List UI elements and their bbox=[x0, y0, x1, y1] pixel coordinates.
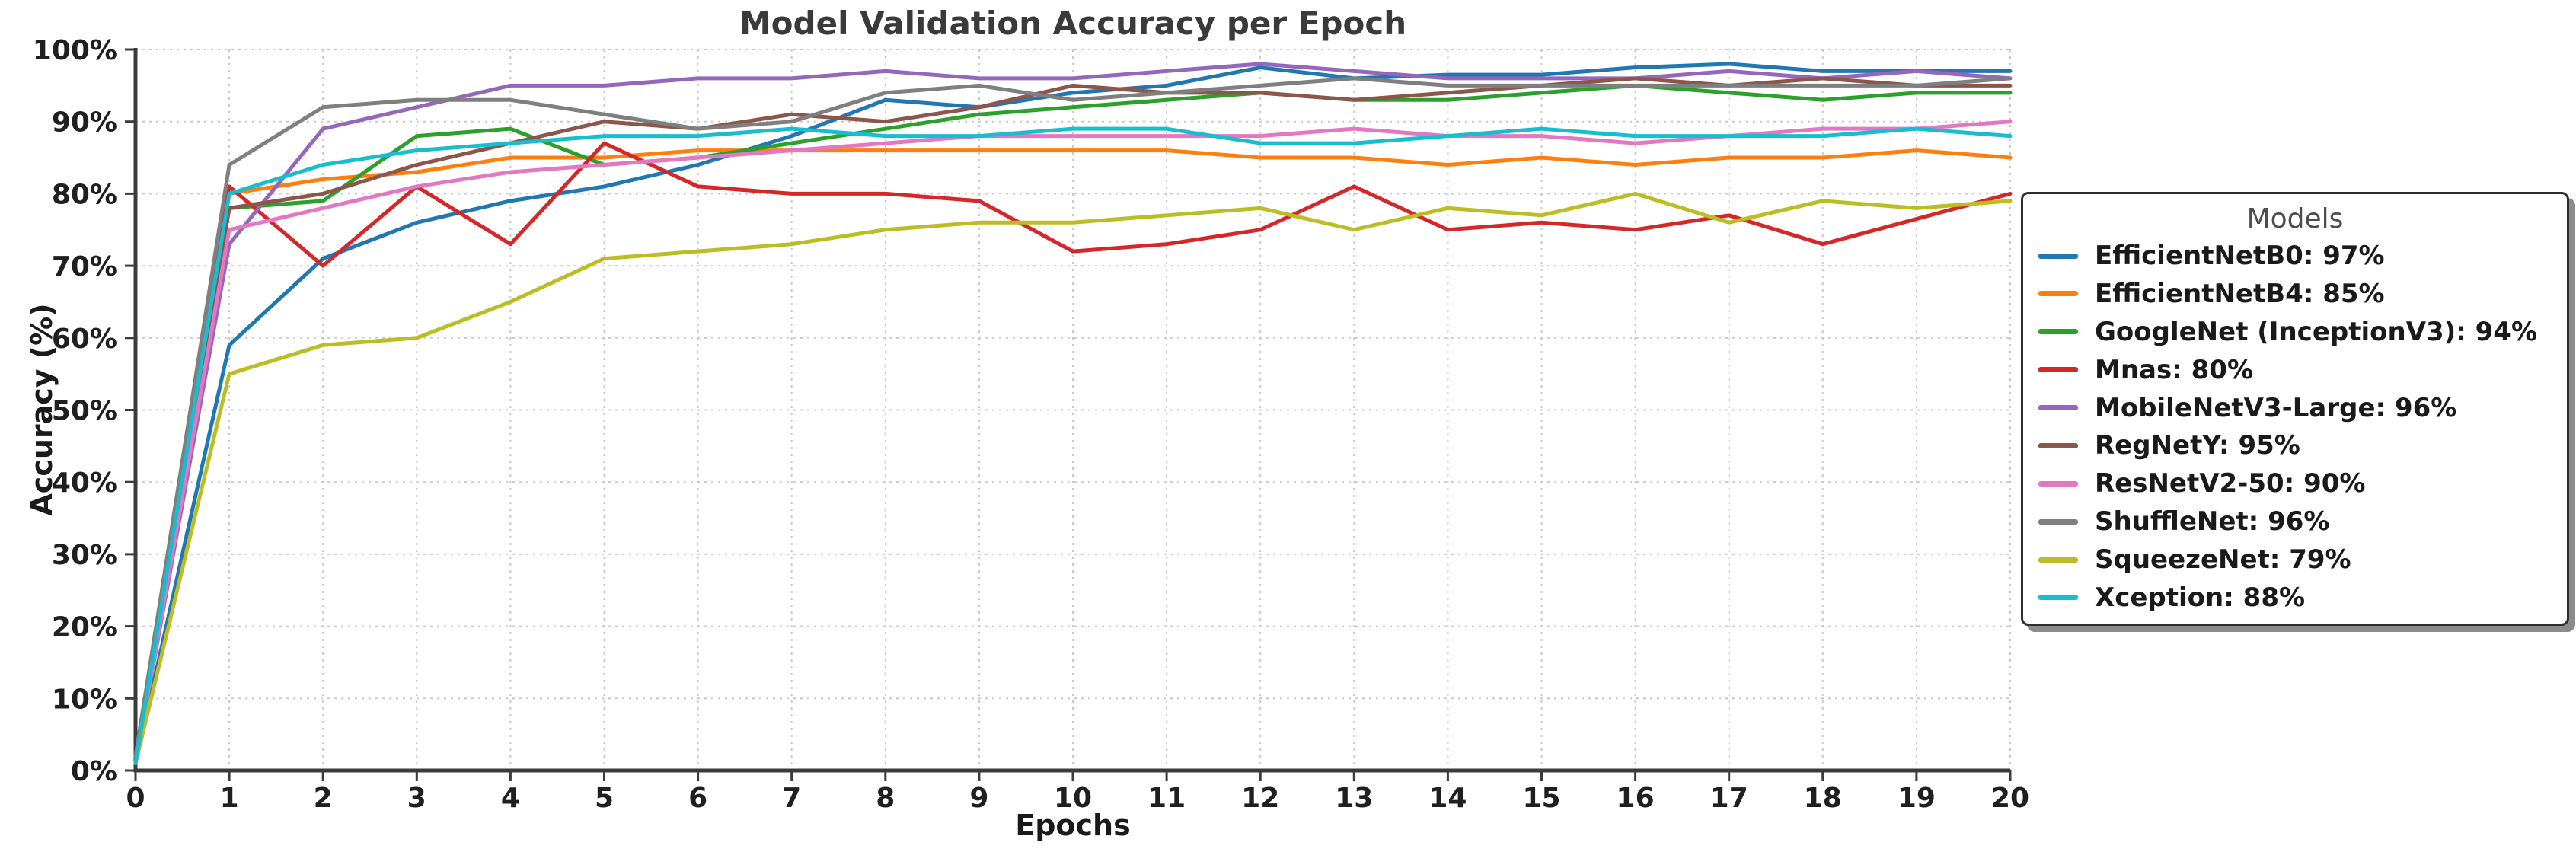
legend-item-label: EfficientNetB0: 97% bbox=[2095, 241, 2385, 271]
chart-title: Model Validation Accuracy per Epoch bbox=[739, 5, 1407, 42]
x-tick-label-1: 1 bbox=[220, 783, 239, 814]
series-line-ShuffleNet bbox=[133, 76, 2013, 758]
legend-item-ShuffleNet: ShuffleNet: 96% bbox=[2038, 506, 2552, 537]
series-lines bbox=[133, 62, 2013, 766]
legend-item-GoogleNet (InceptionV3): GoogleNet (InceptionV3): 94% bbox=[2038, 317, 2552, 347]
x-tick-label-10: 10 bbox=[1054, 783, 1092, 814]
legend-item-label: ShuffleNet: 96% bbox=[2095, 506, 2330, 538]
legend-item-label: EfficientNetB4: 85% bbox=[2095, 278, 2385, 309]
legend-swatch-EfficientNetB0 bbox=[2038, 253, 2078, 259]
y-tick-label-90%: 90% bbox=[52, 107, 117, 139]
y-tick-label-100%: 100% bbox=[33, 35, 117, 66]
x-tick-label-6: 6 bbox=[688, 783, 707, 814]
x-tick-label-15: 15 bbox=[1522, 783, 1560, 814]
y-tick-label-70%: 70% bbox=[52, 251, 117, 282]
y-tick-label-50%: 50% bbox=[52, 396, 117, 427]
legend-swatch-RegNetY bbox=[2038, 442, 2078, 448]
x-tick-label-0: 0 bbox=[126, 783, 145, 814]
series-line-Xception bbox=[133, 126, 2013, 766]
y-tick-label-60%: 60% bbox=[52, 324, 117, 355]
x-tick-label-20: 20 bbox=[1991, 783, 2029, 814]
legend-swatch-Mnas bbox=[2038, 367, 2078, 373]
legend-swatch-ResNetV2-50 bbox=[2038, 480, 2078, 487]
legend-title: Models bbox=[2246, 203, 2344, 234]
y-axis-label: Accuracy (%) bbox=[25, 303, 59, 516]
legend-item-SqueezeNet: SqueezeNet: 79% bbox=[2038, 544, 2552, 575]
x-tick-label-19: 19 bbox=[1898, 783, 1936, 814]
x-tick-label-8: 8 bbox=[876, 783, 895, 814]
series-line-GoogleNet (InceptionV3) bbox=[133, 83, 2013, 766]
legend-item-ResNetV2-50: ResNetV2-50: 90% bbox=[2038, 468, 2552, 499]
legend-item-EfficientNetB4: EfficientNetB4: 85% bbox=[2038, 279, 2552, 309]
legend-swatch-SqueezeNet bbox=[2038, 557, 2078, 563]
y-tick-label-20%: 20% bbox=[52, 612, 117, 643]
x-tick-label-9: 9 bbox=[969, 783, 988, 814]
legend-item-label: MobileNetV3-Large: 96% bbox=[2095, 392, 2457, 423]
legend-swatch-GoogleNet (InceptionV3) bbox=[2038, 329, 2078, 335]
x-tick-label-7: 7 bbox=[782, 783, 801, 814]
x-tick-label-14: 14 bbox=[1428, 783, 1467, 814]
series-line-EfficientNetB4 bbox=[133, 148, 2013, 766]
series-line-Mnas bbox=[133, 141, 2013, 766]
legend-item-label: SqueezeNet: 79% bbox=[2095, 544, 2351, 575]
legend-item-Xception: Xception: 88% bbox=[2038, 582, 2552, 613]
x-tick-label-12: 12 bbox=[1241, 783, 1279, 814]
series-line-SqueezeNet bbox=[133, 191, 2013, 766]
legend-item-MobileNetV3-Large: MobileNetV3-Large: 96% bbox=[2038, 393, 2552, 423]
y-tick-label-0%: 0% bbox=[71, 756, 117, 787]
legend-swatch-ShuffleNet bbox=[2038, 518, 2078, 525]
legend-swatch-MobileNetV3-Large bbox=[2038, 405, 2078, 410]
legend-item-label: Mnas: 80% bbox=[2095, 354, 2254, 385]
legend-item-EfficientNetB0: EfficientNetB0: 97% bbox=[2038, 241, 2552, 271]
legend-item-RegNetY: RegNetY: 95% bbox=[2038, 430, 2552, 461]
y-tick-label-10%: 10% bbox=[52, 684, 117, 715]
legend: Models EfficientNetB0: 97% EfficientNetB4… bbox=[2021, 192, 2569, 626]
x-tick-label-3: 3 bbox=[407, 783, 426, 814]
tick-labels: 0 1 2 3 4 5 6 7 8 9 10 11 12 13 14 15 16 17 18 19 200%10%20%… bbox=[33, 35, 2029, 814]
x-tick-label-11: 11 bbox=[1148, 783, 1186, 814]
x-tick-label-13: 13 bbox=[1335, 783, 1373, 814]
x-tick-label-5: 5 bbox=[595, 783, 614, 814]
legend-swatch-EfficientNetB4 bbox=[2038, 291, 2078, 297]
legend-item-label: GoogleNet (InceptionV3): 94% bbox=[2095, 316, 2538, 347]
legend-item-label: ResNetV2-50: 90% bbox=[2095, 468, 2366, 499]
x-tick-label-17: 17 bbox=[1710, 783, 1748, 814]
legend-items: EfficientNetB0: 97% EfficientNetB4: 85% Go… bbox=[2038, 241, 2552, 613]
series-line-ResNetV2-50 bbox=[133, 120, 2013, 766]
series-line-EfficientNetB0 bbox=[133, 62, 2013, 766]
legend-swatch-Xception bbox=[2038, 595, 2078, 601]
x-tick-label-4: 4 bbox=[501, 783, 520, 814]
y-tick-label-30%: 30% bbox=[52, 540, 117, 571]
legend-item-label: Xception: 88% bbox=[2095, 582, 2306, 613]
legend-item-Mnas: Mnas: 80% bbox=[2038, 355, 2552, 385]
x-tick-label-18: 18 bbox=[1804, 783, 1842, 814]
series-line-RegNetY bbox=[133, 76, 2013, 766]
x-tick-label-16: 16 bbox=[1617, 783, 1655, 814]
x-axis-label: Epochs bbox=[1015, 809, 1131, 842]
x-tick-label-2: 2 bbox=[314, 783, 333, 814]
y-tick-label-40%: 40% bbox=[52, 467, 117, 499]
legend-item-label: RegNetY: 95% bbox=[2095, 430, 2300, 461]
y-tick-label-80%: 80% bbox=[52, 179, 117, 210]
